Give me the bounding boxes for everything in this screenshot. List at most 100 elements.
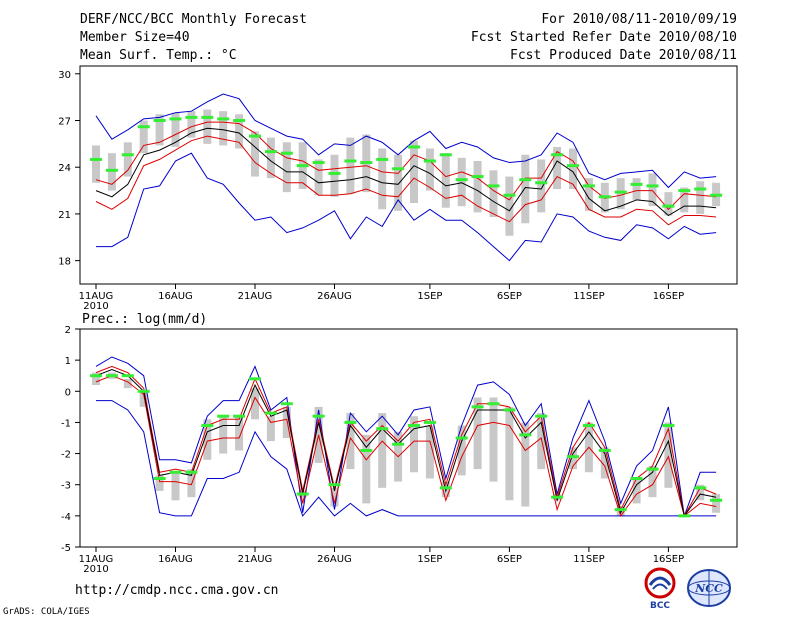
box-bar xyxy=(266,416,275,442)
y-tick-label: 21 xyxy=(58,210,71,221)
median-marker xyxy=(423,159,436,163)
x-tick-label: 26AUG xyxy=(317,554,352,565)
median-marker xyxy=(312,161,325,165)
box-bar xyxy=(505,176,514,236)
median-marker xyxy=(169,470,182,474)
mean-minus-sd-line xyxy=(95,135,717,226)
box-bar xyxy=(155,114,164,146)
y-tick-label: -5 xyxy=(61,543,71,554)
box-bar xyxy=(584,178,593,211)
median-marker xyxy=(392,442,405,446)
median-marker xyxy=(567,164,579,168)
x-year-label: 2010 xyxy=(83,564,108,575)
box-bar xyxy=(187,111,196,138)
box-bar xyxy=(378,413,387,488)
box-bar xyxy=(457,425,466,476)
box-bar xyxy=(473,160,482,213)
median-marker xyxy=(535,414,548,418)
box-bar xyxy=(457,157,466,207)
ncc-logo-text: NCC xyxy=(694,582,723,595)
median-marker xyxy=(694,486,707,490)
box-bar xyxy=(346,413,355,470)
box-bar xyxy=(346,137,355,194)
box-bar xyxy=(314,159,323,196)
median-marker xyxy=(185,115,198,119)
min-envelope-line xyxy=(96,400,717,517)
max-envelope-line xyxy=(95,93,717,189)
forecast-produced-date: Fcst Produced Date 2010/08/11 xyxy=(510,48,737,63)
median-marker xyxy=(519,178,532,182)
median-marker xyxy=(678,189,691,193)
box-bar xyxy=(664,422,673,488)
median-marker xyxy=(201,424,214,428)
median-marker xyxy=(217,117,230,121)
x-tick-label: 1SEP xyxy=(417,291,442,302)
median-marker xyxy=(264,411,277,415)
x-tick-label: 16SEP xyxy=(653,291,684,302)
max-envelope-line xyxy=(95,356,717,517)
box-bar xyxy=(600,447,609,479)
box-bar xyxy=(107,153,116,191)
median-marker xyxy=(185,470,198,474)
box-bar xyxy=(362,434,371,504)
box-bar xyxy=(139,391,148,407)
median-marker xyxy=(264,150,277,154)
source-url[interactable]: http://cmdp.ncc.cma.gov.cn xyxy=(75,583,279,598)
median-marker xyxy=(678,514,691,518)
box-bar xyxy=(235,114,244,149)
median-marker xyxy=(280,402,293,406)
forecast-period: For 2010/08/11-2010/09/19 xyxy=(541,12,737,27)
mean-plus-sd-line xyxy=(95,121,717,211)
x-tick-label: 11SEP xyxy=(573,291,604,302)
median-marker xyxy=(217,414,230,418)
median-marker xyxy=(423,420,436,424)
mean-plus-sd-line xyxy=(95,365,717,518)
box-bar xyxy=(489,170,498,218)
median-marker xyxy=(296,164,309,168)
median-marker xyxy=(376,427,389,431)
box-bar xyxy=(123,142,132,177)
x-tick-label: 1SEP xyxy=(417,554,442,565)
median-marker xyxy=(487,184,500,188)
median-marker xyxy=(455,178,468,182)
median-marker xyxy=(598,448,611,452)
box-bar xyxy=(410,416,418,473)
box-bar xyxy=(410,140,418,204)
box-bar xyxy=(473,397,482,470)
box-bar xyxy=(203,109,212,144)
median-marker xyxy=(646,184,659,188)
box-bar xyxy=(521,422,530,507)
box-bar xyxy=(139,120,148,154)
box-bar xyxy=(282,142,291,193)
y-tick-label: -4 xyxy=(61,512,71,523)
box-bar xyxy=(632,478,641,504)
median-marker xyxy=(662,424,675,428)
x-tick-label: 21AUG xyxy=(238,554,273,565)
x-tick-label: 6SEP xyxy=(497,291,522,302)
x-year-label: 2010 xyxy=(83,301,108,312)
median-marker xyxy=(121,374,134,378)
median-marker xyxy=(280,151,293,155)
median-marker xyxy=(646,467,659,471)
y-tick-label: 27 xyxy=(58,117,71,128)
box-bar xyxy=(425,425,434,479)
box-bar xyxy=(92,372,100,386)
box-bar xyxy=(378,148,387,210)
x-tick-label: 16AUG xyxy=(158,291,193,302)
median-marker xyxy=(487,402,500,406)
median-marker xyxy=(535,181,548,185)
median-marker xyxy=(328,171,341,175)
forecast-started-date: Fcst Started Refer Date 2010/08/10 xyxy=(470,30,737,45)
box-bar xyxy=(394,154,403,211)
box-bar xyxy=(266,137,275,179)
median-marker xyxy=(360,448,373,452)
median-marker xyxy=(344,420,357,424)
grads-credit: GrADS: COLA/IGES xyxy=(3,607,90,617)
median-marker xyxy=(710,498,723,502)
y-tick-label: -1 xyxy=(61,418,71,429)
bcc-logo-text: BCC xyxy=(650,601,670,610)
y-tick-label: -3 xyxy=(61,481,71,492)
box-bar xyxy=(569,447,577,470)
median-marker xyxy=(519,433,532,437)
